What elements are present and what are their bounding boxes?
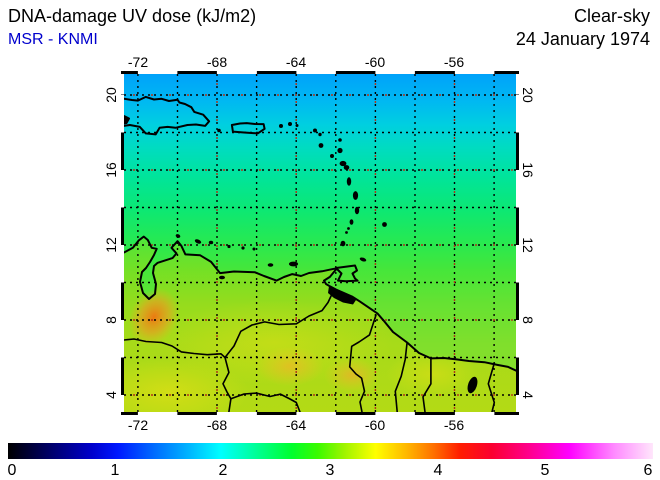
landmass-fill [124, 236, 516, 412]
x-tick-bottom: -60 [364, 417, 386, 433]
x-tick-top: -56 [443, 54, 465, 70]
colorbar-label: 4 [433, 462, 443, 479]
y-tick-right: 20 [520, 87, 536, 103]
condition-label: Clear-sky [573, 6, 650, 26]
colorbar-label: 0 [7, 462, 17, 479]
y-tick-right: 16 [520, 162, 536, 178]
x-tick-bottom: -64 [285, 417, 307, 433]
map-overlay-svg [124, 74, 516, 412]
y-tick-left: 4 [103, 391, 119, 399]
page-title: DNA-damage UV dose (kJ/m2) [8, 6, 257, 26]
colorbar-label: 2 [218, 462, 228, 479]
frame-ticks-right [516, 74, 519, 412]
colorbar-label: 6 [643, 462, 653, 479]
colorbar-label: 5 [540, 462, 550, 479]
x-tick-top: -68 [206, 54, 228, 70]
colorbar-label: 3 [325, 462, 335, 479]
coastlines [124, 95, 516, 412]
date-label: 24 January 1974 [515, 29, 650, 49]
y-tick-right: 12 [520, 237, 536, 253]
x-tick-bottom: -72 [127, 417, 149, 433]
x-tick-top: -72 [127, 54, 149, 70]
frame-ticks-bottom [124, 412, 516, 415]
y-tick-left: 16 [103, 162, 119, 178]
y-tick-left: 20 [103, 87, 119, 103]
colorbar-label: 1 [110, 462, 120, 479]
y-tick-left: 12 [103, 237, 119, 253]
y-tick-left: 8 [103, 316, 119, 324]
y-tick-right: 4 [520, 391, 536, 399]
x-tick-top: -60 [364, 54, 386, 70]
x-tick-bottom: -68 [206, 417, 228, 433]
map-panel [121, 71, 519, 415]
source-label: MSR - KNMI [8, 31, 98, 48]
y-tick-right: 8 [520, 316, 536, 324]
x-tick-top: -64 [285, 54, 307, 70]
islands [175, 122, 478, 394]
colorbar [8, 443, 653, 459]
x-tick-bottom: -56 [443, 417, 465, 433]
